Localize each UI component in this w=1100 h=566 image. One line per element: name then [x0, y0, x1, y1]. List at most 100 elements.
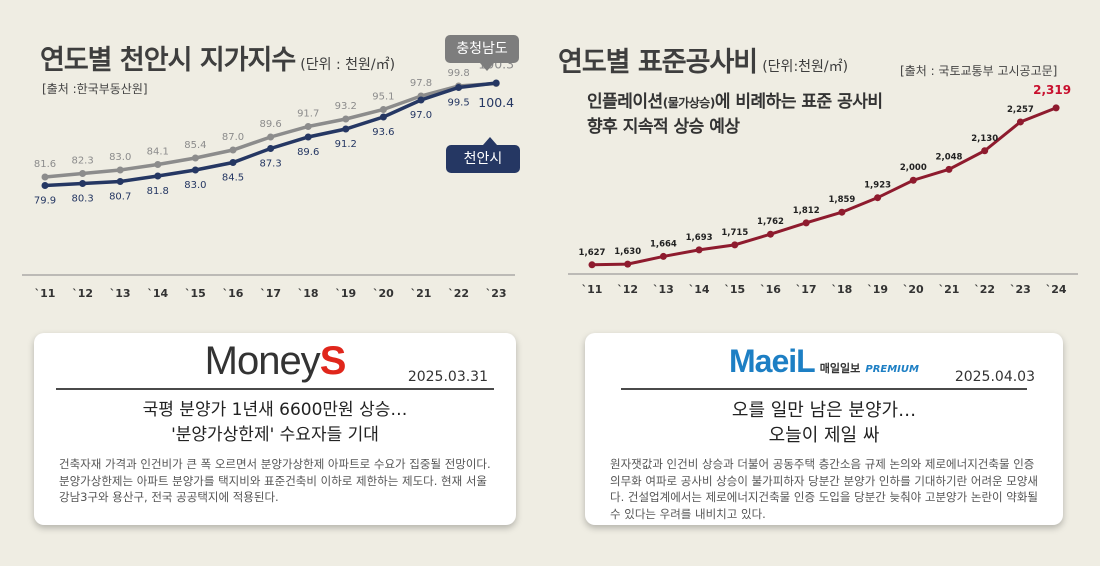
callout-chungnam: 충청남도: [445, 35, 519, 63]
callout-cheonan-label: 천안시: [463, 151, 503, 167]
left-chart-unit: (단위 : 천원/㎡): [300, 57, 396, 73]
left-data-label-1: 79.9: [34, 196, 56, 207]
right-chart-title: 연도별 표준공사비: [558, 47, 758, 78]
moneys-body: 건축자재 가격과 인건비가 큰 폭 오르면서 분양가상한제 아파트로 수요가 집…: [59, 457, 491, 504]
news-card-moneys: MoneyS 2025.03.31 국평 분양가 1년새 6600만원 상승… …: [34, 333, 516, 525]
right-series-point: [767, 230, 774, 238]
left-series-point-0: [304, 123, 312, 130]
left-series-point-0: [79, 170, 87, 177]
left-data-label-1: 91.2: [335, 139, 357, 150]
moneys-headline: 국평 분양가 1년새 6600만원 상승… '분양가상한제' 수요자들 기대: [44, 398, 506, 448]
right-series-point: [695, 246, 703, 254]
left-x-tick-label: `12: [72, 287, 93, 300]
moneys-headline-line-2: '분양가상한제' 수요자들 기대: [171, 425, 379, 445]
left-series-point-1: [492, 79, 500, 87]
right-data-label: 1,859: [828, 195, 855, 205]
right-series-point: [909, 176, 917, 184]
left-series-point-0: [116, 166, 124, 174]
right-series-line: [591, 106, 1057, 267]
right-line-chart: `11 `12 `13 `14 `15 `16 `17 `18 `19 `20 `21 `22 `23 `…: [568, 83, 1078, 296]
left-data-label-0: 99.8: [447, 68, 469, 79]
right-series-point: [659, 252, 667, 260]
right-series-point: [731, 241, 739, 249]
maeil-logo-premium: PREMIUM: [865, 364, 919, 375]
callout-chungnam-pointer: [480, 63, 494, 71]
maeil-headline-line-2: 오늘이 제일 싸: [768, 425, 880, 446]
left-data-label-1: 84.5: [222, 173, 244, 184]
right-data-label: 2,000: [900, 163, 927, 173]
left-series-point-0: [267, 133, 275, 141]
left-x-tick-label: `16: [223, 287, 244, 300]
maeil-headline-line-1: 오를 일만 남은 분양가…: [731, 400, 917, 421]
left-series-point-1: [417, 96, 425, 104]
left-x-tick-label: `14: [147, 287, 168, 300]
right-x-tick-label: `17: [796, 283, 817, 296]
right-x-tick-label: `11: [582, 283, 603, 296]
right-x-tick-label: `15: [724, 283, 745, 296]
right-chart-annotation: 인플레이션(물가상승)에 비례하는 표준 공사비 향후 지속적 상승 예상: [587, 90, 883, 139]
right-data-label: 1,627: [579, 248, 606, 258]
right-chart-source: [출처 : 국토교통부 고시공고문]: [900, 64, 1058, 78]
left-data-label-0: 97.8: [410, 78, 432, 89]
left-series-point-1: [41, 182, 49, 189]
callout-chungnam-label: 충청남도: [456, 41, 508, 57]
right-chart-header: 연도별 표준공사비 (단위:천원/㎡): [558, 40, 978, 78]
right-data-label: 2,319: [1033, 83, 1071, 97]
right-x-tick-label: `24: [1046, 283, 1067, 296]
right-data-label: 1,812: [793, 206, 820, 216]
annotation-line-1-start: 인플레이션: [587, 92, 663, 112]
left-x-tick-label: `13: [110, 287, 131, 300]
left-x-tick-label: `19: [335, 287, 356, 300]
left-series-point-1: [304, 133, 312, 141]
left-series-point-0: [41, 173, 49, 181]
annotation-line-1-rest: 에 비례하는 표준 공사비: [714, 92, 883, 112]
right-data-label: 1,693: [686, 233, 713, 243]
maeil-logo-sub: 매일일보: [819, 362, 861, 375]
left-series-point-1: [267, 145, 275, 152]
left-data-label-1: 100.4: [478, 95, 514, 110]
left-data-label-1: 93.6: [372, 127, 394, 138]
maeil-date: 2025.04.03: [954, 369, 1035, 385]
right-x-tick-label: `16: [760, 283, 781, 296]
left-data-label-0: 87.0: [222, 132, 244, 143]
left-series-point-1: [455, 84, 463, 91]
left-x-tick-label: `15: [185, 287, 206, 300]
left-series-point-1: [116, 178, 124, 185]
right-series-point: [624, 260, 632, 268]
maeil-logo: MaeiL 매일일보 PREMIUM: [585, 343, 1063, 380]
right-chart-unit: (단위:천원/㎡): [762, 59, 849, 75]
right-series-point: [874, 194, 882, 202]
left-series-point-1: [229, 159, 237, 166]
maeil-logo-main: MaeiL: [729, 343, 816, 379]
maeil-headline: 오를 일만 남은 분양가… 오늘이 제일 싸: [595, 398, 1053, 448]
left-data-label-0: 91.7: [297, 109, 319, 120]
left-data-label-1: 83.0: [184, 180, 206, 191]
right-x-tick-label: `18: [831, 283, 852, 296]
left-data-label-0: 83.0: [109, 152, 131, 163]
right-series-point: [945, 165, 953, 173]
right-x-tick-label: `22: [974, 283, 995, 296]
annotation-line-1: 인플레이션(물가상승)에 비례하는 표준 공사비: [587, 90, 883, 115]
left-series-point-1: [342, 125, 350, 133]
left-x-tick-label: `18: [298, 287, 319, 300]
left-data-label-0: 89.6: [259, 119, 281, 130]
right-data-label: 1,630: [614, 247, 641, 257]
moneys-logo-accent: S: [319, 339, 347, 383]
left-series-point-0: [191, 154, 199, 162]
annotation-line-2: 향후 지속적 상승 예상: [587, 117, 740, 137]
right-x-tick-label: `20: [903, 283, 924, 296]
right-data-label: 1,664: [650, 239, 677, 249]
moneys-logo: MoneyS: [34, 339, 516, 384]
left-data-label-1: 89.6: [297, 147, 319, 158]
left-data-label-0: 85.4: [184, 140, 206, 151]
left-data-label-0: 93.2: [335, 101, 357, 112]
callout-cheonan-pointer: [483, 137, 497, 145]
right-x-tick-label: `12: [617, 283, 638, 296]
left-data-label-1: 87.3: [259, 159, 281, 170]
moneys-logo-main: Money: [204, 339, 321, 383]
right-series-point: [838, 208, 846, 216]
right-x-tick-label: `14: [689, 283, 710, 296]
left-data-label-1: 99.5: [447, 98, 469, 109]
right-x-tick-label: `21: [939, 283, 960, 296]
right-data-label: 2,130: [971, 134, 998, 144]
